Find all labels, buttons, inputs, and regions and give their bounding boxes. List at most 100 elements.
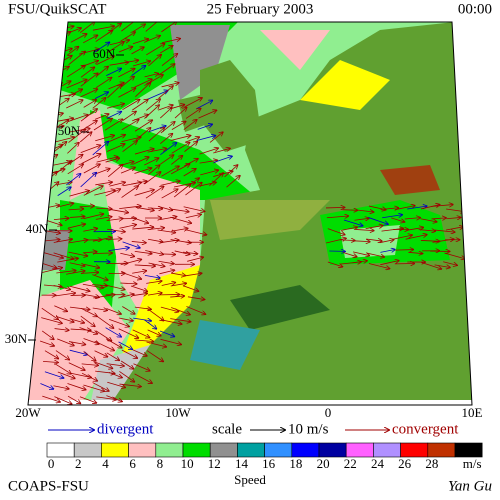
time: 00:00 (458, 1, 492, 17)
wind-arrow (118, 294, 134, 299)
wind-arrow (66, 100, 82, 109)
wind-arrow (161, 39, 180, 44)
wind-arrow (159, 330, 174, 337)
wind-arrow (342, 210, 358, 211)
wind-arrow (68, 51, 86, 65)
wind-arrow (83, 351, 96, 361)
wind-arrow (79, 22, 95, 34)
wind-arrow (352, 251, 369, 256)
colorbar-tick: 28 (425, 456, 438, 471)
wind-arrow (418, 230, 436, 232)
wind-arrow (66, 79, 87, 89)
wind-arrow (44, 371, 64, 378)
wind-arrow (187, 257, 203, 262)
wind-arrow (67, 395, 80, 403)
wind-arrow (134, 149, 154, 155)
wind-arrow (92, 253, 112, 254)
lon-label: 10E (462, 405, 483, 420)
wind-arrow (135, 340, 153, 341)
wind-arrow (120, 283, 136, 284)
wind-arrow (131, 181, 147, 185)
wind-arrow (420, 240, 440, 241)
scale-label: scale (212, 421, 242, 437)
wind-arrow (148, 91, 168, 100)
wind-arrow (145, 250, 163, 254)
wind-arrow (185, 229, 206, 235)
color-swatch (155, 442, 184, 458)
color-swatch (182, 442, 211, 458)
wind-arrow (171, 228, 188, 232)
wind-arrow (148, 262, 165, 266)
colorbar-tick: 22 (344, 456, 357, 471)
wind-arrow (147, 208, 163, 209)
lon-label: 0 (325, 405, 332, 420)
wind-arrow (83, 35, 97, 44)
wind-arrow (146, 341, 167, 347)
wind-arrow (92, 26, 114, 31)
wind-arrow (79, 327, 98, 333)
wind-arrow (183, 285, 198, 292)
wind-arrow (42, 22, 54, 33)
colorbar-tick: 8 (157, 456, 164, 471)
wind-arrow (55, 293, 76, 297)
wind-arrow (174, 107, 187, 119)
lat-label: 50N (58, 123, 81, 138)
wind-arrow (131, 24, 145, 33)
wind-arrow (171, 307, 190, 314)
wind-arrow (197, 124, 213, 130)
wind-arrow (170, 216, 191, 223)
wind-arrow (170, 318, 190, 322)
wind-arrow (105, 338, 122, 348)
wind-arrow (343, 219, 363, 226)
wind-arrow (171, 156, 182, 165)
wind-arrow (118, 317, 133, 321)
wind-arrow (68, 341, 85, 345)
wind-arrow (107, 208, 128, 213)
color-swatch (345, 442, 374, 458)
color-swatch (427, 442, 456, 458)
wind-arrow (160, 181, 179, 186)
colorbar-tick: 6 (129, 456, 136, 471)
wind-arrow (157, 229, 176, 233)
wind-arrow (94, 42, 109, 53)
wind-arrow (119, 383, 141, 387)
wind-arrow (122, 111, 136, 121)
wind-arrow (68, 224, 85, 229)
wind-arrow (68, 362, 85, 370)
wind-arrow (144, 74, 159, 78)
wind-arrow (57, 187, 71, 196)
wind-arrow (54, 396, 71, 404)
wind-arrow (161, 189, 178, 199)
title: FSU/QuikSCAT (8, 1, 106, 17)
wind-arrow (55, 161, 72, 175)
wind-arrow (108, 248, 129, 251)
wind-arrow (68, 209, 84, 210)
wind-arrow (408, 252, 422, 253)
wind-arrow (120, 259, 142, 266)
wind-arrow (161, 166, 179, 177)
scale-value: 10 m/s (288, 421, 329, 437)
wind-arrow (93, 119, 112, 131)
wind-arrow (185, 214, 201, 219)
color-swatch (73, 442, 102, 458)
wind-arrow (119, 371, 134, 381)
wind-arrow (107, 165, 123, 178)
wind-arrow (119, 225, 137, 229)
map (28, 22, 472, 405)
wind-arrow (184, 98, 202, 108)
wind-arrow (44, 88, 57, 98)
wind-arrow (106, 104, 124, 109)
wind-arrow (120, 60, 138, 64)
wind-arrow (131, 47, 144, 55)
wind-arrow (224, 165, 238, 178)
wind-arrow (80, 73, 98, 87)
color-swatch (128, 442, 157, 458)
wind-arrow (66, 47, 78, 56)
wind-arrow (161, 83, 179, 88)
wind-arrow (366, 239, 382, 241)
wind-arrow (173, 184, 191, 198)
wind-arrow (105, 189, 121, 197)
wind-arrow (144, 172, 161, 185)
wind-arrow (444, 252, 465, 259)
wind-arrow (382, 215, 402, 219)
